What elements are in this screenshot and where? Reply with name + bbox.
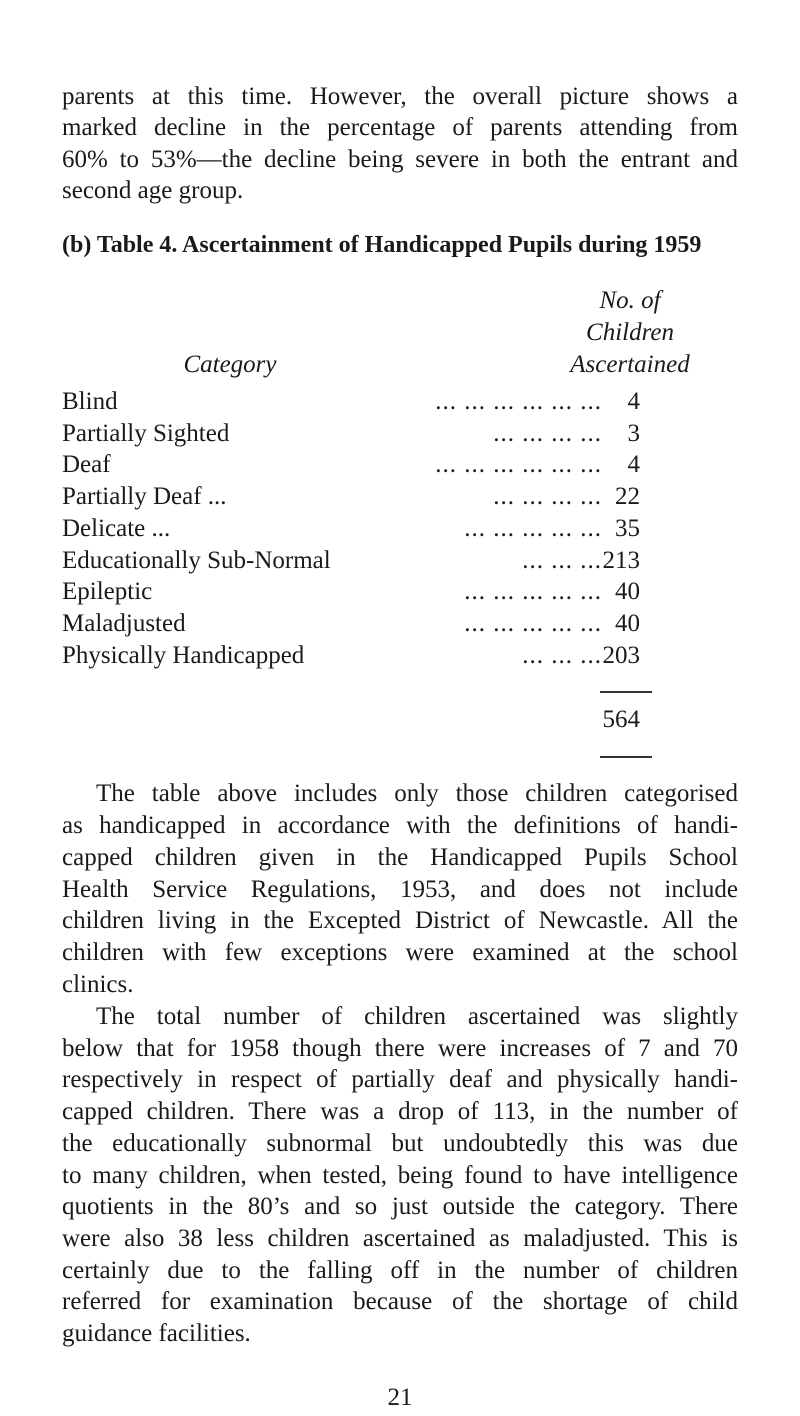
text-line: clinics.: [62, 971, 134, 998]
leader-dots: ... ... ... ... ... ...: [435, 388, 602, 415]
row-category: Educationally Sub-Normal: [62, 546, 331, 574]
column-header-count-line3: Ascertained: [570, 351, 690, 378]
table-row: Deaf ... ... ... ... ... ... 4: [62, 449, 662, 481]
row-category: Delicate ...: [62, 514, 171, 542]
total-rule-top: [600, 691, 652, 693]
leader-dots: ... ... ... ... ...: [464, 578, 602, 606]
leader-dots: ... ... ... ...: [493, 419, 602, 447]
table-row: Educationally Sub-Normal ... ... ... 213: [62, 545, 662, 577]
table-row: Delicate ... ... ... ... ... ... 35: [62, 513, 662, 545]
row-count: 40: [615, 609, 640, 637]
table-row: Partially Sighted ... ... ... ... 3: [62, 418, 662, 450]
text-line: Health Service Regulations, 1953, and do…: [62, 876, 738, 903]
text-line: as handicapped in accordance with the de…: [62, 812, 738, 839]
leader-dots: ... ... ...: [522, 546, 602, 574]
text-line: The total number of children ascertained…: [96, 1003, 738, 1030]
page-number: 21: [387, 1384, 413, 1411]
total-rule-bottom: [600, 756, 652, 758]
text-line: children with few exceptions were examin…: [62, 939, 738, 966]
table-row: Partially Deaf ... ... ... ... ... 22: [62, 481, 662, 513]
text-line: children living in the Excepted District…: [62, 907, 738, 934]
row-category: Blind: [62, 388, 118, 415]
text-line: guidance facilities.: [62, 1320, 251, 1347]
column-header-count-line2: Children: [586, 319, 674, 346]
row-category: Physically Handicapped: [62, 641, 305, 669]
row-count: 203: [602, 641, 641, 669]
text-line: respectively in respect of partially dea…: [62, 1066, 738, 1094]
row-category: Partially Deaf ...: [62, 483, 227, 511]
table-row: Physically Handicapped ... ... ... 203: [62, 640, 662, 672]
row-count: 22: [615, 483, 640, 511]
text-line: The table above includes only those chil…: [96, 780, 738, 807]
row-count: 213: [602, 546, 641, 574]
table-heading: (b) Table 4. Ascertainment of Handicappe…: [62, 232, 702, 258]
column-header-category: Category: [183, 351, 277, 378]
text-line: were also 38 less children ascertained a…: [62, 1224, 738, 1252]
table-row: Maladjusted ... ... ... ... ... 40: [62, 608, 662, 640]
text-line: 60% to 53%—the decline being severe in b…: [62, 146, 738, 173]
table-total: 564: [602, 706, 641, 733]
text-line: to many children, when tested, being fou…: [62, 1161, 738, 1189]
leader-dots: ... ... ... ... ... ...: [435, 451, 602, 479]
text-line: second age group.: [62, 177, 244, 204]
row-count: 4: [627, 451, 641, 479]
leader-dots: ... ... ...: [522, 641, 602, 669]
leader-dots: ... ... ... ... ...: [464, 609, 602, 637]
row-count: 35: [615, 514, 640, 542]
row-category: Maladjusted: [62, 609, 186, 637]
column-header-count-line1: No. of: [599, 287, 661, 314]
text-line: capped children. There was a drop of 113…: [62, 1098, 738, 1126]
leader-dots: ... ... ... ... ...: [464, 514, 602, 542]
text-line: quotients in the 80’s and so just outsid…: [62, 1193, 738, 1221]
table-row: Blind ... ... ... ... ... ... 4: [62, 386, 662, 418]
text-line: referred for examination because of the …: [62, 1288, 738, 1316]
row-count: 4: [627, 388, 641, 415]
row-category: Deaf: [62, 451, 111, 479]
text-line: marked decline in the percentage of pare…: [62, 114, 738, 141]
text-line: parents at this time. However, the overa…: [62, 83, 738, 110]
text-line: certainly due to the falling off in the …: [62, 1256, 738, 1284]
text-line: capped children given in the Handicapped…: [62, 844, 738, 871]
text-line: below that for 1958 though there were in…: [62, 1034, 738, 1062]
table-row: Epileptic ... ... ... ... ... 40: [62, 576, 662, 608]
row-count: 40: [615, 578, 640, 606]
leader-dots: ... ... ... ...: [493, 483, 602, 511]
row-count: 3: [627, 419, 641, 447]
row-category: Partially Sighted: [62, 419, 230, 447]
row-category: Epileptic: [62, 578, 153, 606]
text-line: the educationally subnormal but undoubte…: [62, 1129, 738, 1157]
